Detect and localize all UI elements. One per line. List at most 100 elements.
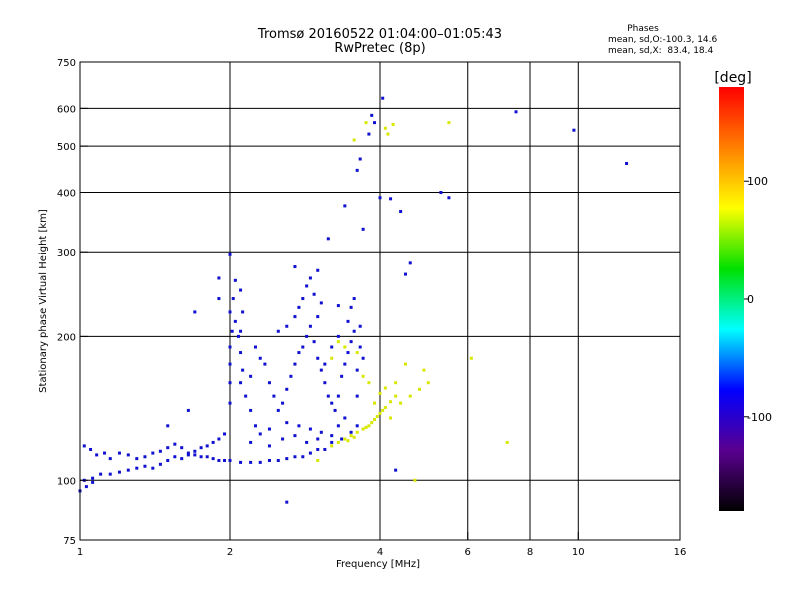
point-o — [572, 128, 576, 132]
point-x — [364, 121, 368, 125]
y-axis-label: Stationary phase Virtual Height [km] — [38, 209, 49, 393]
point-x — [447, 121, 451, 125]
point-o — [228, 401, 232, 405]
point-o — [267, 444, 271, 448]
point-o — [117, 470, 121, 474]
point-o — [514, 110, 518, 114]
point-o — [297, 351, 301, 355]
point-o — [173, 455, 177, 459]
x-axis: 1 2 4 6 8 10 16 — [77, 532, 687, 558]
point-o — [244, 394, 248, 398]
point-o — [267, 427, 271, 431]
point-o — [228, 252, 232, 256]
point-o — [367, 132, 371, 136]
point-o — [281, 437, 285, 441]
point-x — [469, 356, 473, 360]
point-x — [386, 132, 390, 136]
point-x — [352, 435, 356, 439]
point-o — [316, 315, 320, 319]
point-x — [355, 351, 359, 355]
x-axis-label: Frequency [MHz] — [336, 559, 420, 570]
point-o — [108, 472, 112, 476]
info-line-o: mean, sd,O:-100.3, 14.6 — [608, 35, 718, 45]
point-x — [361, 427, 365, 431]
point-o — [340, 374, 344, 378]
point-o — [349, 340, 353, 344]
point-o — [355, 394, 359, 398]
point-o — [186, 453, 190, 457]
point-o — [228, 381, 232, 385]
point-o — [267, 458, 271, 462]
point-o — [180, 457, 184, 461]
point-o — [316, 356, 320, 360]
point-o — [166, 446, 170, 450]
point-o — [239, 460, 243, 464]
y-tick-label: 400 — [57, 188, 76, 199]
point-o — [343, 204, 347, 208]
y-tick-label: 75 — [63, 536, 76, 547]
point-o — [89, 447, 93, 451]
info-heading: Phases — [627, 24, 659, 34]
point-o — [361, 356, 365, 360]
point-x — [381, 408, 385, 412]
point-o — [228, 362, 232, 366]
point-o — [301, 297, 305, 301]
point-o — [126, 453, 130, 457]
point-o — [343, 362, 347, 366]
point-o — [166, 424, 170, 428]
point-o — [381, 96, 385, 100]
point-o — [333, 408, 337, 412]
point-o — [403, 272, 407, 276]
point-o — [135, 466, 139, 470]
point-x — [389, 400, 393, 404]
point-o — [316, 437, 320, 441]
x-tick-label: 16 — [674, 547, 687, 558]
data-points — [78, 96, 629, 504]
point-o — [346, 351, 350, 355]
chart-subtitle: RwPretec (8p) — [334, 41, 425, 56]
point-o — [285, 421, 289, 425]
point-x — [505, 440, 509, 444]
point-o — [166, 458, 170, 462]
point-o — [308, 324, 312, 328]
point-o — [158, 462, 162, 466]
point-o — [126, 468, 130, 472]
point-o — [239, 351, 243, 355]
point-o — [323, 362, 327, 366]
point-o — [316, 447, 320, 451]
x-tick-label: 10 — [572, 547, 585, 558]
point-x — [399, 401, 403, 405]
colorbar — [719, 87, 744, 511]
point-o — [293, 315, 297, 319]
point-o — [336, 304, 340, 308]
colorbar-tick-label: -100 — [747, 411, 772, 424]
point-x — [383, 126, 387, 130]
point-o — [319, 368, 323, 372]
point-o — [199, 446, 203, 450]
point-o — [276, 329, 280, 333]
point-o — [358, 157, 362, 161]
point-o — [249, 440, 253, 444]
point-o — [289, 374, 293, 378]
point-o — [330, 434, 334, 438]
point-o — [323, 447, 327, 451]
x-tick-label: 8 — [527, 547, 533, 558]
point-o — [236, 334, 240, 338]
point-x — [343, 345, 347, 349]
point-o — [239, 381, 243, 385]
point-x — [346, 439, 350, 443]
point-o — [95, 453, 99, 457]
point-o — [135, 457, 139, 461]
point-o — [91, 476, 95, 480]
point-o — [223, 458, 227, 462]
point-o — [276, 408, 280, 412]
point-o — [447, 196, 451, 200]
point-o — [625, 161, 629, 165]
point-o — [276, 458, 280, 462]
point-o — [211, 457, 215, 461]
point-o — [205, 444, 209, 448]
point-o — [370, 113, 374, 117]
point-x — [336, 340, 340, 344]
x-tick-label: 1 — [77, 547, 83, 558]
point-o — [297, 305, 301, 309]
